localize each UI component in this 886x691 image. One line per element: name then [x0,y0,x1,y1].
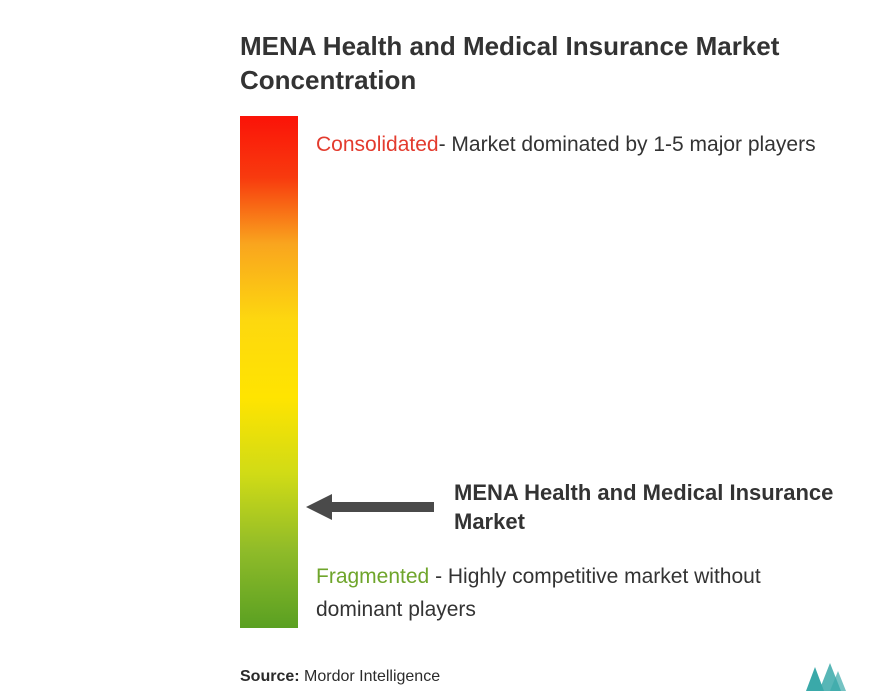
mordor-logo-icon [806,663,846,691]
concentration-gradient-bar [240,116,298,628]
consolidated-annotation: Consolidated- Market dominated by 1-5 ma… [316,128,836,162]
consolidated-keyword: Consolidated [316,133,439,156]
arrow-left-icon [306,492,434,522]
market-position-marker: MENA Health and Medical Insurance Market [306,478,836,537]
fragmented-annotation: Fragmented - Highly competitive market w… [316,560,836,627]
market-name-label: MENA Health and Medical Insurance Market [454,478,836,537]
chart-title: MENA Health and Medical Insurance Market… [240,30,846,98]
source-value: Mordor Intelligence [304,668,440,685]
source-attribution: Source: Mordor Intelligence [240,668,440,686]
chart-footer: Source: Mordor Intelligence [240,663,846,691]
annotations-column: Consolidated- Market dominated by 1-5 ma… [298,116,846,628]
source-label: Source: [240,668,300,685]
fragmented-keyword: Fragmented [316,565,429,588]
consolidated-text: - Market dominated by 1-5 major players [439,133,816,156]
chart-area: Consolidated- Market dominated by 1-5 ma… [240,116,846,628]
